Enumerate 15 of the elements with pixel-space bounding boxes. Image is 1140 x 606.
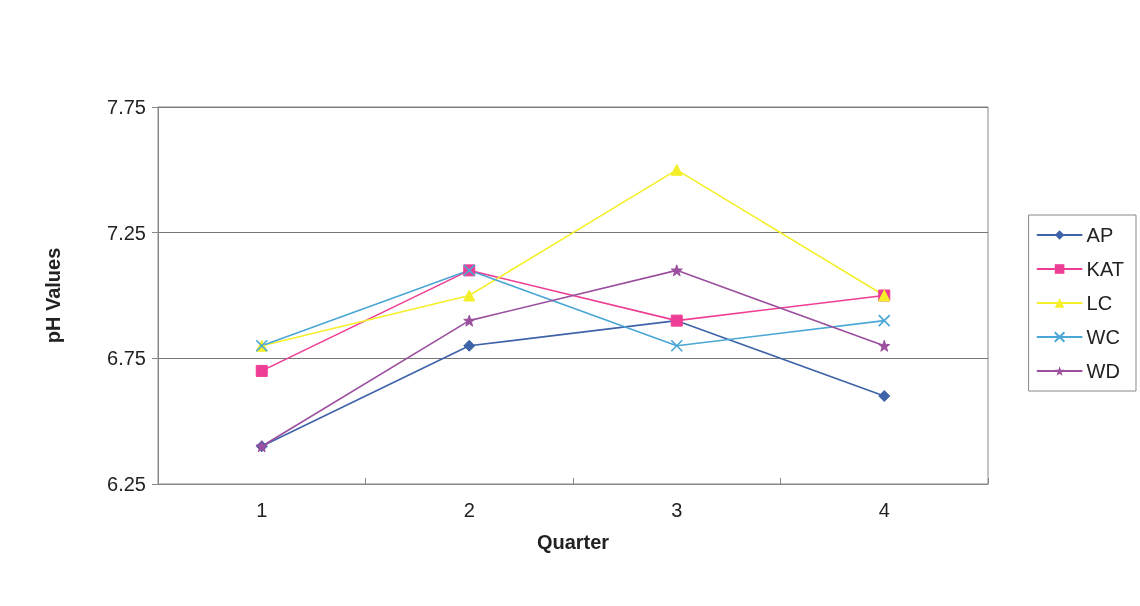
legend-label: LC xyxy=(1086,292,1113,314)
x-axis-title: Quarter xyxy=(536,531,610,553)
y-tick-label: 6.25 xyxy=(107,473,146,495)
x-tick-label: 3 xyxy=(671,499,683,521)
x-tick-label: 2 xyxy=(463,499,475,521)
y-tick-label: 6.75 xyxy=(107,347,146,370)
y-axis-title: pH Values xyxy=(42,247,64,344)
legend-label: WC xyxy=(1086,326,1120,348)
legend-label: KAT xyxy=(1086,258,1125,280)
y-tick-label: 7.25 xyxy=(107,221,146,244)
y-tick-label: 7.75 xyxy=(107,96,146,118)
legend-label: WD xyxy=(1086,360,1120,382)
legend-label: AP xyxy=(1086,224,1114,246)
x-tick-label: 1 xyxy=(256,499,268,521)
x-tick-label: 4 xyxy=(878,499,890,521)
